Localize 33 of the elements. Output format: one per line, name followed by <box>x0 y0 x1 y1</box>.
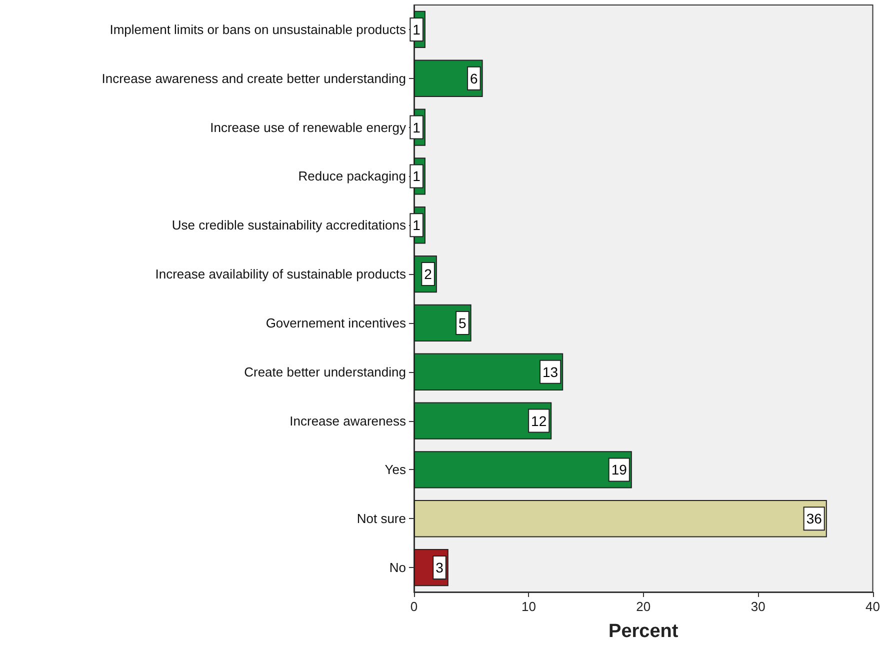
data-label: 1 <box>412 119 421 136</box>
data-label: 2 <box>424 266 432 282</box>
bar <box>414 500 827 538</box>
y-tick-label: Yes <box>384 462 406 478</box>
y-tick-label: Reduce packaging <box>298 168 406 184</box>
data-label: 1 <box>412 168 421 184</box>
y-tick-label: Not sure <box>356 511 406 526</box>
data-label: 5 <box>458 314 467 331</box>
y-tick-label: Increase awareness <box>290 413 406 428</box>
x-tick-label: 30 <box>750 599 766 614</box>
data-label: 12 <box>531 412 547 429</box>
y-tick-label: Increase use of renewable energy <box>210 120 406 135</box>
y-tick-label: Implement limits or bans on unsustainable products <box>110 22 406 37</box>
y-tick-label: No <box>389 560 406 576</box>
y-tick-label: Increase availability of sustainable products <box>155 266 406 282</box>
data-label: 19 <box>611 462 628 478</box>
data-label: 6 <box>470 70 478 86</box>
x-tick-label: 20 <box>636 599 651 614</box>
y-tick-label: Increase awareness and create better understanding <box>102 70 406 86</box>
data-label: 13 <box>542 364 558 380</box>
bar <box>414 353 564 390</box>
data-label: 1 <box>412 217 421 234</box>
bar <box>414 451 632 488</box>
x-tick-label: 0 <box>410 599 418 614</box>
x-tick-label: 10 <box>521 599 536 614</box>
data-label: 3 <box>436 560 444 576</box>
x-tick-label: 40 <box>866 599 880 614</box>
data-label: 1 <box>412 21 421 38</box>
data-label: 36 <box>806 510 822 527</box>
y-tick-label: Create better understanding <box>244 364 406 380</box>
x-axis-title: Percent <box>608 621 679 642</box>
y-tick-label: Governement incentives <box>266 315 406 330</box>
y-tick-label: Use credible sustainability accreditations <box>172 218 406 233</box>
